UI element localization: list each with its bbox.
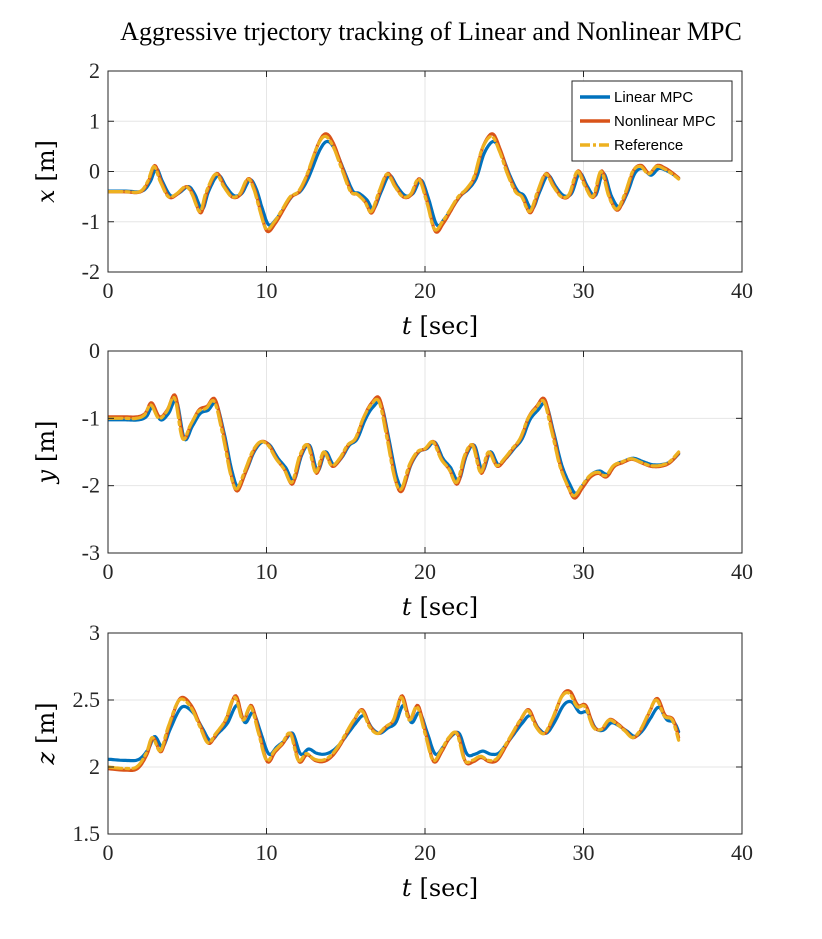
y-plot: 0 10 20 30 40 -3 -2 -1 0 t [sec] y [m] xyxy=(32,338,753,621)
y-tick-label: 0 xyxy=(89,338,100,363)
y-tick-label: 1 xyxy=(89,108,100,133)
y-tick-label: 3 xyxy=(89,620,100,645)
x-tick-label: 30 xyxy=(573,278,595,303)
x-tick-label: 10 xyxy=(256,840,278,865)
series-reference xyxy=(108,134,681,232)
x-tick-label: 30 xyxy=(573,840,595,865)
x-tick-label: 10 xyxy=(256,278,278,303)
x-axis-unit: [sec] xyxy=(419,312,478,340)
x-tick-label: 40 xyxy=(731,278,753,303)
x-axis-var: t xyxy=(402,874,412,902)
x-tick-label: 0 xyxy=(103,278,114,303)
x-axis-label: t [sec] xyxy=(402,874,478,902)
series-reference xyxy=(108,395,681,498)
legend-label: Reference xyxy=(614,137,683,154)
x-axis-label: t [sec] xyxy=(402,312,478,340)
series-group xyxy=(108,132,681,234)
y-axis-unit: [m] xyxy=(32,702,60,743)
x-axis-unit: [sec] xyxy=(419,593,478,621)
y-axis-unit: [m] xyxy=(32,140,60,181)
legend-label: Nonlinear MPC xyxy=(614,113,716,130)
x-axis-var: t xyxy=(402,593,412,621)
x-tick-label: 20 xyxy=(414,840,436,865)
y-tick-label: -1 xyxy=(82,209,100,234)
y-axis-label: y [m] xyxy=(32,420,60,484)
x-plot: 0 10 20 30 40 -2 -1 0 1 2 t [sec] x [m] Linear MPC Nonl… xyxy=(32,58,753,340)
figure-title: Aggressive trjectory tracking of Linear … xyxy=(120,17,742,46)
x-axis-label: t [sec] xyxy=(402,593,478,621)
series-nonlinear-mpc xyxy=(108,393,681,500)
y-axis-label: x [m] xyxy=(32,140,60,203)
y-tick-label: 0 xyxy=(89,159,100,184)
y-axis-var: x xyxy=(32,189,60,203)
y-tick-label: -1 xyxy=(82,405,100,430)
legend: Linear MPC Nonlinear MPC Reference xyxy=(571,80,733,162)
x-tick-label: 0 xyxy=(103,840,114,865)
y-axis-label: z [m] xyxy=(32,702,60,765)
series-reference xyxy=(108,691,681,771)
y-axis-unit: [m] xyxy=(32,420,60,461)
y-tick-label: 2 xyxy=(89,58,100,83)
y-tick-label: 2.5 xyxy=(73,687,101,712)
x-tick-label: 40 xyxy=(731,840,753,865)
z-plot: 0 10 20 30 40 1.5 2 2.5 3 t [sec] z [m] xyxy=(32,620,753,902)
x-tick-label: 20 xyxy=(414,559,436,584)
y-axis-var: y xyxy=(32,470,60,485)
x-tick-label: 30 xyxy=(573,559,595,584)
x-tick-label: 10 xyxy=(256,559,278,584)
series-group xyxy=(108,689,681,772)
y-tick-label: 2 xyxy=(89,754,100,779)
series-nonlinear-mpc xyxy=(108,689,681,772)
x-tick-label: 40 xyxy=(731,559,753,584)
y-tick-label: -2 xyxy=(82,473,100,498)
x-tick-label: 20 xyxy=(414,278,436,303)
series-group xyxy=(108,393,681,500)
legend-label: Linear MPC xyxy=(614,89,693,106)
y-tick-label: 1.5 xyxy=(73,821,101,846)
x-axis-unit: [sec] xyxy=(419,874,478,902)
y-tick-label: -3 xyxy=(82,540,100,565)
x-axis-var: t xyxy=(402,312,412,340)
series-linear-mpc xyxy=(108,398,681,495)
y-axis-var: z xyxy=(32,752,60,766)
x-tick-label: 0 xyxy=(103,559,114,584)
y-tick-label: -2 xyxy=(82,259,100,284)
